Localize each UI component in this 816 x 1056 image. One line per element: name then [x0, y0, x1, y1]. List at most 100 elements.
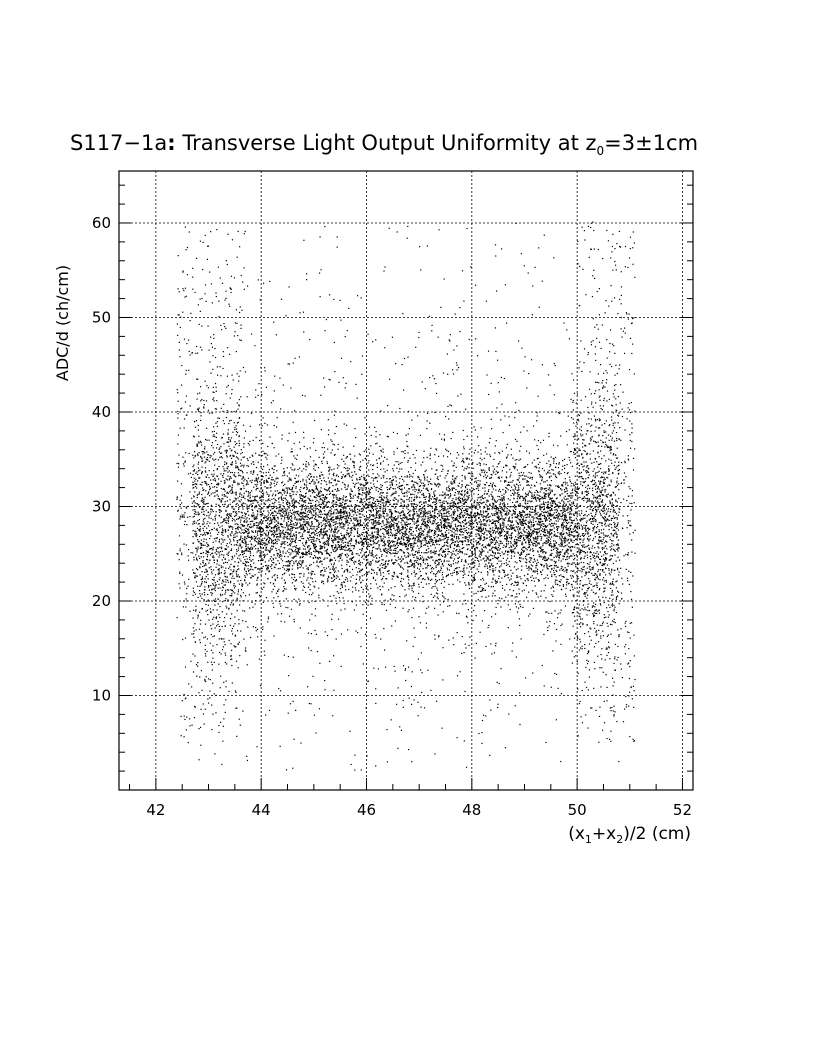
- data-point: [470, 574, 473, 577]
- data-point: [613, 427, 616, 429]
- data-point: [449, 506, 451, 508]
- data-point: [245, 484, 247, 486]
- data-point: [417, 518, 419, 520]
- data-point: [202, 501, 204, 503]
- data-point: [349, 571, 351, 573]
- data-point: [426, 512, 428, 514]
- data-point: [494, 552, 496, 554]
- data-point: [618, 508, 620, 510]
- data-point: [566, 549, 568, 551]
- data-point: [495, 505, 497, 507]
- data-point: [293, 500, 295, 502]
- data-point: [226, 515, 228, 517]
- data-point: [303, 500, 306, 502]
- data-point: [296, 523, 298, 525]
- data-point: [372, 510, 374, 512]
- data-point: [390, 495, 392, 497]
- data-point: [371, 555, 373, 557]
- data-point: [230, 513, 232, 515]
- data-point: [567, 484, 569, 486]
- data-point: [367, 518, 369, 521]
- data-point: [433, 514, 435, 516]
- data-point: [307, 531, 309, 534]
- data-point: [214, 517, 216, 520]
- data-point: [355, 514, 358, 516]
- data-point: [284, 543, 286, 545]
- data-point: [423, 519, 425, 521]
- data-point: [536, 458, 539, 460]
- data-point: [419, 496, 421, 499]
- data-point: [332, 519, 334, 521]
- data-point: [358, 559, 360, 561]
- data-point: [420, 510, 422, 512]
- data-point: [226, 468, 229, 470]
- data-point: [448, 512, 450, 515]
- data-point: [387, 499, 389, 501]
- data-point: [460, 540, 463, 542]
- data-point: [495, 489, 497, 491]
- data-point: [347, 527, 350, 529]
- data-point: [271, 521, 273, 523]
- data-point: [456, 533, 458, 535]
- data-point: [360, 552, 362, 554]
- data-point: [394, 555, 396, 557]
- data-point: [441, 514, 443, 516]
- data-point: [254, 531, 257, 533]
- data-point: [489, 569, 491, 571]
- data-point: [368, 469, 370, 471]
- data-point: [291, 499, 293, 501]
- data-point: [402, 539, 405, 541]
- data-point: [233, 500, 235, 502]
- data-point: [226, 500, 228, 502]
- data-point: [457, 520, 459, 522]
- data-point: [564, 537, 566, 539]
- data-point: [267, 618, 269, 620]
- data-point: [462, 568, 464, 570]
- data-point: [550, 519, 552, 521]
- data-point: [314, 510, 316, 512]
- data-point: [371, 505, 373, 507]
- data-point: [211, 552, 213, 555]
- data-point: [398, 525, 400, 528]
- data-point: [197, 548, 199, 550]
- data-point: [409, 533, 411, 535]
- data-point: [273, 465, 275, 467]
- data-point: [612, 491, 614, 493]
- data-point: [320, 510, 322, 512]
- data-point: [508, 484, 511, 486]
- data-point: [319, 498, 321, 501]
- data-point: [271, 495, 274, 497]
- data-point: [204, 452, 206, 454]
- data-point: [444, 556, 447, 558]
- data-point: [608, 614, 610, 616]
- data-point: [590, 583, 592, 586]
- data-point: [200, 415, 202, 417]
- data-point: [312, 581, 314, 583]
- data-point: [380, 555, 383, 557]
- data-point: [521, 541, 523, 543]
- data-point: [232, 538, 235, 540]
- data-point: [595, 563, 598, 565]
- data-point: [371, 551, 373, 553]
- data-point: [394, 510, 396, 512]
- data-point: [476, 463, 478, 465]
- data-point: [350, 493, 352, 496]
- data-point: [335, 501, 337, 503]
- data-point: [556, 504, 558, 506]
- data-point: [282, 511, 284, 513]
- data-point: [497, 382, 499, 384]
- data-point: [388, 589, 390, 591]
- data-point: [334, 488, 336, 491]
- data-point: [283, 497, 285, 499]
- data-point: [559, 494, 561, 497]
- data-point: [438, 514, 441, 516]
- data-point: [536, 528, 538, 531]
- data-point: [293, 574, 296, 576]
- data-point: [331, 440, 333, 442]
- data-point: [262, 565, 264, 568]
- data-point: [288, 548, 290, 550]
- data-point: [577, 535, 580, 537]
- data-point: [353, 523, 356, 525]
- data-point: [229, 595, 231, 597]
- data-point: [444, 518, 446, 521]
